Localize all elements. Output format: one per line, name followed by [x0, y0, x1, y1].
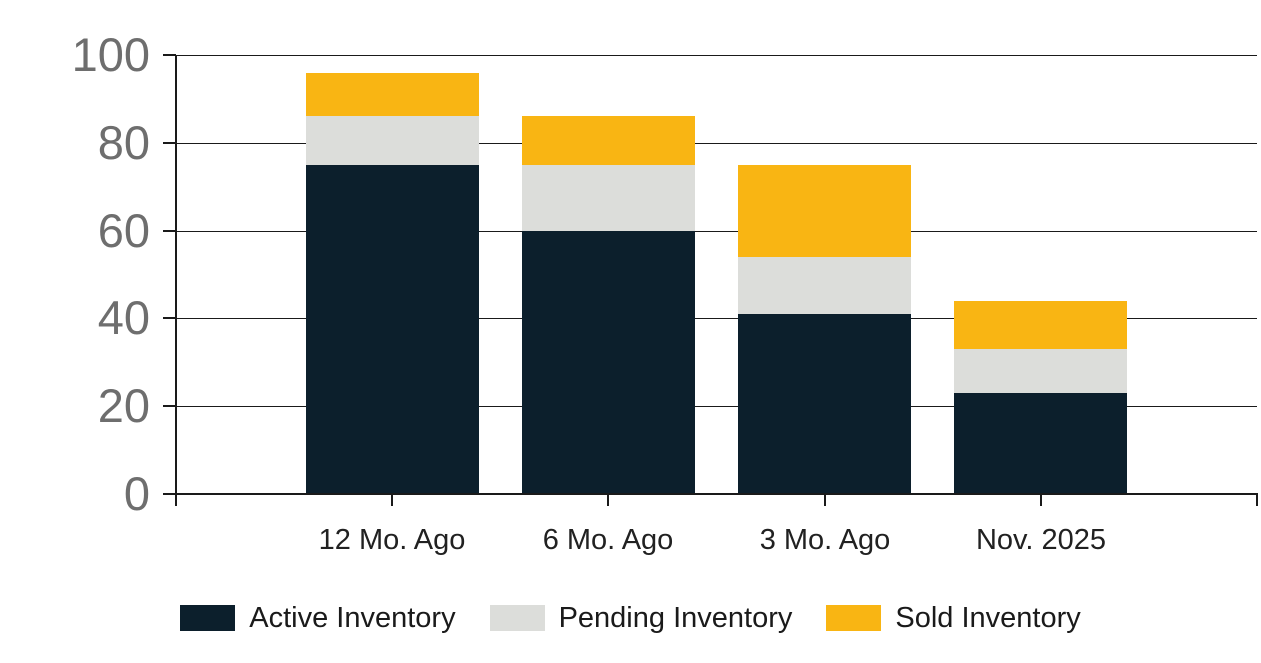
- bar-segment-active-inventory-6-mo-ago: [522, 231, 695, 494]
- y-axis-tick-label: 0: [123, 467, 150, 520]
- bar-segment-sold-inventory-12-mo-ago: [306, 73, 479, 116]
- y-axis-line: [175, 55, 177, 495]
- legend-item-pending-inventory: Pending Inventory: [489, 602, 793, 634]
- x-axis-category-label: Nov. 2025: [975, 524, 1107, 556]
- bar-segment-active-inventory-12-mo-ago: [306, 165, 479, 494]
- y-axis-tick-label: 80: [97, 116, 150, 169]
- chart-legend: Active Inventory Pending Inventory Sold In…: [0, 603, 1261, 633]
- legend-item-sold-inventory: Sold Inventory: [826, 602, 1081, 634]
- x-axis-category-label: 6 Mo. Ago: [542, 524, 674, 556]
- x-axis-tick: [391, 494, 393, 506]
- bar-segment-sold-inventory-6-mo-ago: [522, 116, 695, 165]
- y-axis-tick: [163, 142, 176, 144]
- gridline: [176, 143, 1257, 144]
- y-axis-tick-label: 60: [97, 204, 150, 257]
- y-axis-tick: [163, 317, 176, 319]
- bar-segment-sold-inventory-nov-2025: [954, 301, 1127, 349]
- y-axis-tick: [163, 493, 176, 495]
- x-axis-tick: [1256, 494, 1258, 506]
- x-axis-tick: [1040, 494, 1042, 506]
- legend-label-sold-inventory: Sold Inventory: [895, 602, 1081, 634]
- legend-swatch-sold-inventory: [826, 605, 882, 631]
- bar-segment-pending-inventory-nov-2025: [954, 349, 1127, 393]
- y-axis-tick-label: 20: [97, 379, 150, 432]
- legend-swatch-active-inventory: [180, 605, 236, 631]
- bar-segment-pending-inventory-12-mo-ago: [306, 116, 479, 165]
- x-axis-category-label: 12 Mo. Ago: [318, 524, 466, 556]
- x-axis-tick: [175, 494, 177, 506]
- bar-segment-active-inventory-nov-2025: [954, 393, 1127, 494]
- y-axis-tick-label: 40: [97, 291, 150, 344]
- x-axis-line: [175, 493, 1258, 495]
- legend-item-active-inventory: Active Inventory: [180, 602, 456, 634]
- y-axis-tick: [163, 230, 176, 232]
- bar-segment-sold-inventory-3-mo-ago: [738, 165, 911, 257]
- y-axis-tick: [163, 54, 176, 56]
- gridline: [176, 55, 1257, 56]
- gridline: [176, 318, 1257, 319]
- y-axis-tick-label: 100: [71, 28, 150, 81]
- x-axis-category-label: 3 Mo. Ago: [759, 524, 891, 556]
- legend-swatch-pending-inventory: [489, 605, 545, 631]
- bar-segment-pending-inventory-3-mo-ago: [738, 257, 911, 314]
- legend-label-pending-inventory: Pending Inventory: [558, 602, 793, 634]
- legend-label-active-inventory: Active Inventory: [249, 602, 456, 634]
- x-axis-tick: [824, 494, 826, 506]
- bar-segment-active-inventory-3-mo-ago: [738, 314, 911, 494]
- x-axis-tick: [607, 494, 609, 506]
- bar-segment-pending-inventory-6-mo-ago: [522, 165, 695, 231]
- gridline: [176, 231, 1257, 232]
- y-axis-tick: [163, 405, 176, 407]
- gridline: [176, 406, 1257, 407]
